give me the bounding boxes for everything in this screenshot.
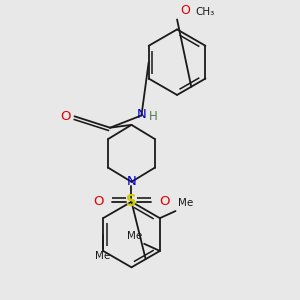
Text: Me: Me xyxy=(178,198,193,208)
Text: N: N xyxy=(127,175,136,188)
Text: N: N xyxy=(136,107,146,121)
Text: CH₃: CH₃ xyxy=(196,7,215,16)
Text: S: S xyxy=(126,194,137,209)
Text: H: H xyxy=(149,110,158,123)
Text: Me: Me xyxy=(127,231,142,241)
Text: O: O xyxy=(180,4,190,16)
Text: O: O xyxy=(61,110,71,123)
Text: Me: Me xyxy=(95,251,111,261)
Text: O: O xyxy=(93,195,104,208)
Text: O: O xyxy=(159,195,169,208)
